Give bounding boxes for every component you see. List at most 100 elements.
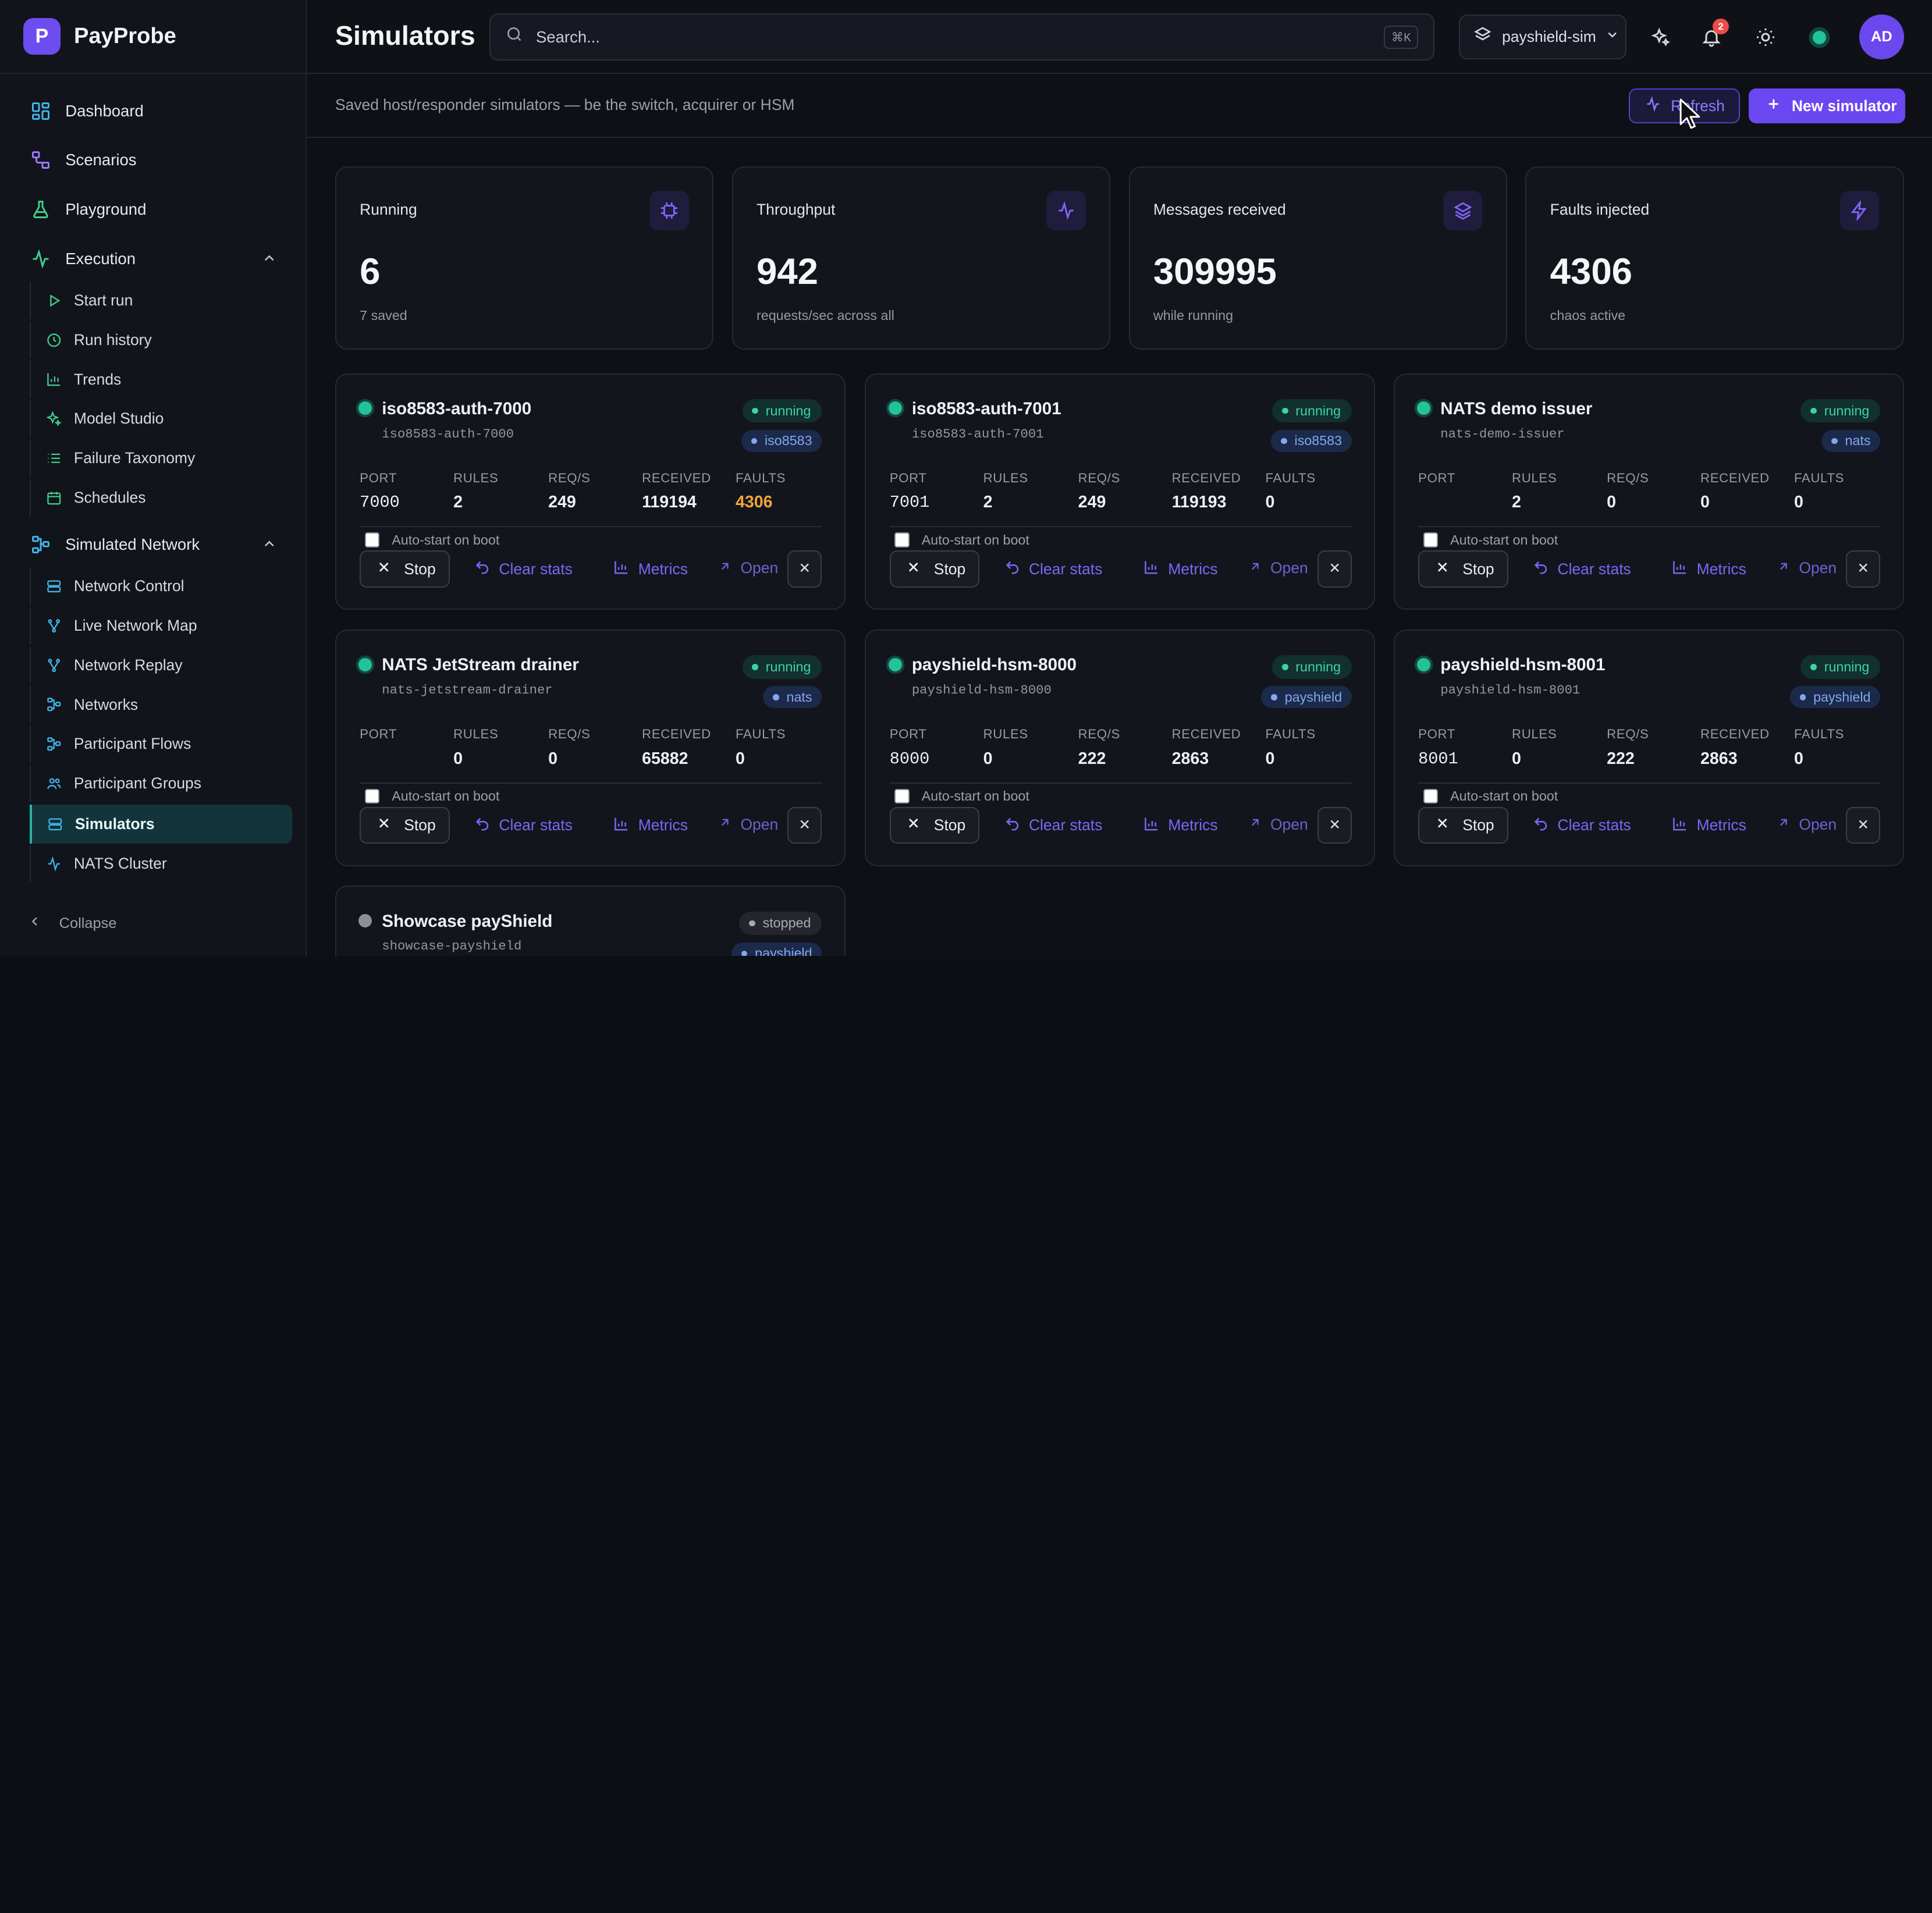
search-input[interactable] xyxy=(535,27,1325,47)
sidebar-item-scenarios[interactable]: Scenarios xyxy=(15,140,292,180)
sidebar-item-model-studio[interactable]: Model Studio xyxy=(29,400,292,438)
autostart-checkbox[interactable] xyxy=(1423,788,1438,804)
search-box[interactable]: ⌘K xyxy=(489,13,1434,61)
clear-stats-button[interactable]: Clear stats xyxy=(1533,816,1631,836)
sidebar-item-dashboard[interactable]: Dashboard xyxy=(15,91,292,131)
stop-button[interactable]: Stop xyxy=(360,550,450,588)
clear-stats-button[interactable]: Clear stats xyxy=(1004,559,1102,579)
environment-selector[interactable]: payshield-sim xyxy=(1459,15,1627,59)
brand[interactable]: P PayProbe xyxy=(0,0,306,74)
simulator-name[interactable]: iso8583-auth-7001 xyxy=(911,399,1061,418)
bar-chart-icon xyxy=(1672,816,1688,836)
autostart-toggle[interactable]: Auto-start on boot xyxy=(894,788,1029,804)
simulator-card: payshield-hsm-8001 payshield-hsm-8001 ru… xyxy=(1393,630,1904,866)
delete-button[interactable] xyxy=(1846,806,1881,844)
sidebar-item-participant-groups[interactable]: Participant Groups xyxy=(29,765,292,802)
sidebar-item-trends[interactable]: Trends xyxy=(29,361,292,398)
metrics-button[interactable]: Metrics xyxy=(613,816,688,836)
simulator-name[interactable]: NATS demo issuer xyxy=(1440,399,1593,418)
metrics-button[interactable]: Metrics xyxy=(1672,559,1746,579)
sidebar-item-start-run[interactable]: Start run xyxy=(29,282,292,319)
sun-icon[interactable] xyxy=(1753,24,1778,49)
simulator-name[interactable]: NATS JetStream drainer xyxy=(382,655,579,675)
sidebar-group-simulated-network[interactable]: Simulated Network xyxy=(15,525,292,564)
open-button[interactable]: Open xyxy=(1777,559,1837,577)
delete-button[interactable] xyxy=(1317,806,1352,844)
sidebar-item-run-history[interactable]: Run history xyxy=(29,321,292,359)
simulator-name[interactable]: payshield-hsm-8001 xyxy=(1440,655,1606,675)
sidebar-item-label: Dashboard xyxy=(65,101,144,120)
clear-stats-button[interactable]: Clear stats xyxy=(474,559,573,579)
sidebar-group-execution[interactable]: Execution xyxy=(15,239,292,279)
stat-card-throughput: Throughput 942 requests/sec across all xyxy=(731,166,1110,350)
reqs-value: 0 xyxy=(1607,493,1616,512)
autostart-checkbox[interactable] xyxy=(364,532,380,547)
autostart-checkbox[interactable] xyxy=(364,788,380,804)
app-name: PayProbe xyxy=(74,24,176,49)
sidebar-item-failure-taxonomy[interactable]: Failure Taxonomy xyxy=(29,439,292,477)
open-button[interactable]: Open xyxy=(718,559,778,577)
avatar[interactable]: AD xyxy=(1859,15,1904,59)
open-button[interactable]: Open xyxy=(1777,816,1837,834)
autostart-toggle[interactable]: Auto-start on boot xyxy=(894,532,1029,548)
clear-stats-button[interactable]: Clear stats xyxy=(474,816,573,836)
stat-value: 6 xyxy=(360,250,381,292)
open-button[interactable]: Open xyxy=(718,816,778,834)
close-icon xyxy=(797,558,812,581)
received-value: 2863 xyxy=(1171,749,1209,768)
metrics-button[interactable]: Metrics xyxy=(1143,816,1217,836)
simulator-card: payshield-hsm-8000 payshield-hsm-8000 ru… xyxy=(865,630,1376,866)
stop-button[interactable]: Stop xyxy=(1418,550,1508,588)
open-button[interactable]: Open xyxy=(1248,816,1308,834)
autostart-checkbox[interactable] xyxy=(1423,532,1438,547)
sidebar-item-label: Schedules xyxy=(73,488,146,506)
status-dot xyxy=(1417,401,1431,415)
new-simulator-button[interactable]: New simulator xyxy=(1748,88,1905,123)
status-badge: running xyxy=(1272,399,1352,423)
stop-button[interactable]: Stop xyxy=(1418,806,1508,844)
clear-stats-button[interactable]: Clear stats xyxy=(1004,816,1102,836)
sidebar-item-playground[interactable]: Playground xyxy=(15,190,292,229)
sidebar-item-participant-flows[interactable]: Participant Flows xyxy=(29,726,292,763)
protocol-badge: payshield xyxy=(731,942,822,956)
simulator-stats: PORT RULES 2 REQ/S 0 RECEIVED 0 FAULTS 0 xyxy=(1418,471,1881,528)
sidebar-item-networks[interactable]: Networks xyxy=(29,686,292,723)
delete-button[interactable] xyxy=(787,806,822,844)
port-label: PORT xyxy=(889,727,927,742)
collapse-sidebar-button[interactable]: Collapse xyxy=(27,914,116,933)
delete-button[interactable] xyxy=(1846,550,1881,588)
autostart-toggle[interactable]: Auto-start on boot xyxy=(1423,532,1558,548)
simulator-name[interactable]: Showcase payShield xyxy=(382,911,553,931)
sidebar-item-label: Start run xyxy=(73,291,133,310)
sparkles-icon[interactable] xyxy=(1649,24,1673,49)
close-icon xyxy=(1856,558,1870,581)
autostart-checkbox[interactable] xyxy=(894,788,910,804)
open-button[interactable]: Open xyxy=(1248,559,1308,577)
sidebar-item-network-replay[interactable]: Network Replay xyxy=(29,646,292,684)
autostart-toggle[interactable]: Auto-start on boot xyxy=(364,532,499,548)
status-badge: running xyxy=(742,655,822,679)
metrics-button[interactable]: Metrics xyxy=(1143,559,1217,579)
sidebar-item-network-control[interactable]: Network Control xyxy=(29,568,292,605)
metrics-button[interactable]: Metrics xyxy=(1672,816,1746,836)
stop-button[interactable]: Stop xyxy=(889,550,980,588)
simulator-name[interactable]: iso8583-auth-7000 xyxy=(382,399,532,418)
sidebar-item-schedules[interactable]: Schedules xyxy=(29,479,292,517)
stop-button[interactable]: Stop xyxy=(889,806,980,844)
autostart-toggle[interactable]: Auto-start on boot xyxy=(364,788,499,804)
sidebar-item-live-network-map[interactable]: Live Network Map xyxy=(29,607,292,645)
bell-icon[interactable] xyxy=(1699,24,1724,49)
autostart-checkbox[interactable] xyxy=(894,532,910,547)
delete-button[interactable] xyxy=(1317,550,1352,588)
simulator-name[interactable]: payshield-hsm-8000 xyxy=(911,655,1077,675)
stop-button[interactable]: Stop xyxy=(360,806,450,844)
received-label: RECEIVED xyxy=(1700,727,1770,742)
clear-stats-button[interactable]: Clear stats xyxy=(1533,559,1631,579)
sidebar-item-nats-cluster[interactable]: NATS Cluster xyxy=(29,845,292,883)
autostart-toggle[interactable]: Auto-start on boot xyxy=(1423,788,1558,804)
metrics-button[interactable]: Metrics xyxy=(613,559,688,579)
sidebar-item-simulators[interactable]: Simulators xyxy=(29,804,292,844)
chevron-up-icon[interactable] xyxy=(261,250,278,271)
chevron-up-icon[interactable] xyxy=(261,536,278,556)
delete-button[interactable] xyxy=(787,550,822,588)
